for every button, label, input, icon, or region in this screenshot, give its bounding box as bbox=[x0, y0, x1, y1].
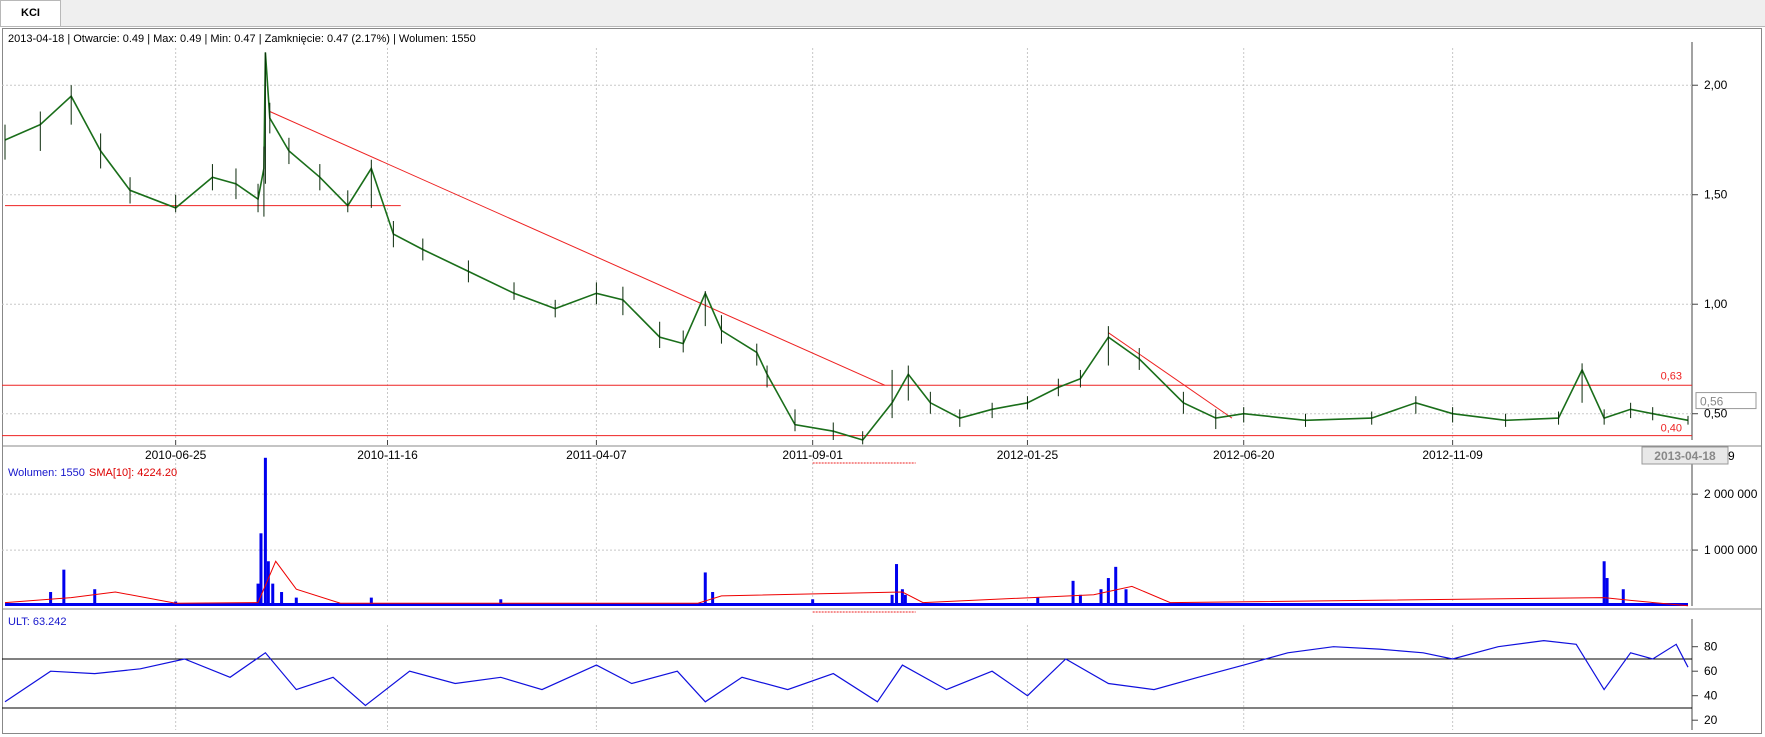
volume-bar bbox=[1071, 580, 1075, 606]
x-tick-label: 2012-01-25 bbox=[997, 448, 1059, 462]
current-value-label: 0,56 bbox=[1700, 395, 1724, 409]
x-tick-label: 2011-04-07 bbox=[566, 448, 627, 462]
tab-bar: KCI bbox=[0, 0, 1765, 27]
volume-bar bbox=[811, 599, 815, 606]
current-value-box bbox=[1695, 392, 1757, 410]
volume-bar bbox=[263, 457, 267, 606]
volume-bar bbox=[1605, 578, 1609, 606]
volume-bar bbox=[93, 589, 97, 606]
chart-frame bbox=[2, 28, 1762, 734]
x-tick-label: 2010-11-16 bbox=[357, 448, 418, 462]
x-current-label-suffix: 9 bbox=[1728, 449, 1735, 463]
volume-bar bbox=[900, 589, 904, 606]
y-tick-label: 1,50 bbox=[1704, 188, 1728, 202]
trend-line bbox=[269, 111, 885, 386]
y-tick-label: 20 bbox=[1704, 713, 1718, 727]
volume-bar bbox=[1099, 589, 1103, 606]
ohlc-info-bar: 2013-04-18 | Otwarcie: 0.49 | Max: 0.49 … bbox=[8, 33, 476, 45]
y-tick-label: 80 bbox=[1704, 640, 1718, 654]
y-tick-label: 2 000 000 bbox=[1704, 487, 1758, 501]
tab-kci[interactable]: KCI bbox=[0, 0, 61, 26]
sma-line bbox=[4, 560, 1689, 607]
volume-bar bbox=[499, 599, 503, 606]
sma-info-label: SMA[10]: 4224.20 bbox=[89, 467, 178, 479]
volume-bar bbox=[62, 569, 66, 606]
volume-info-label: Wolumen: 1550 bbox=[8, 467, 85, 479]
x-tick-label: 2010-06-25 bbox=[145, 448, 207, 462]
price-line bbox=[4, 52, 1689, 441]
y-tick-label: 0,50 bbox=[1704, 407, 1728, 421]
y-tick-label: 2,00 bbox=[1704, 78, 1728, 92]
x-current-label-box bbox=[1641, 446, 1729, 465]
volume-bar bbox=[294, 597, 298, 606]
volume-bar bbox=[259, 533, 263, 606]
x-tick-label: 2012-06-20 bbox=[1213, 448, 1275, 462]
volume-bar bbox=[1602, 561, 1606, 606]
line-label: 0,40 bbox=[1661, 423, 1682, 435]
ult-info-label: ULT: 63.242 bbox=[8, 616, 67, 628]
volume-bar bbox=[1124, 589, 1128, 606]
y-tick-label: 40 bbox=[1704, 689, 1718, 703]
volume-bar bbox=[1036, 597, 1040, 606]
volume-bar bbox=[903, 594, 907, 606]
x-tick-label: 2012-11-09 bbox=[1422, 448, 1483, 462]
volume-bar bbox=[1078, 594, 1082, 606]
volume-bar bbox=[703, 572, 707, 606]
ult-line bbox=[4, 639, 1689, 707]
volume-bar bbox=[895, 564, 899, 606]
volume-bar bbox=[890, 594, 894, 606]
trend-line bbox=[1108, 332, 1233, 419]
x-current-label: 2013-04-18 bbox=[1654, 449, 1716, 463]
y-tick-label: 60 bbox=[1704, 664, 1718, 678]
y-tick-label: 1 000 000 bbox=[1704, 543, 1758, 557]
volume-bar bbox=[266, 561, 270, 606]
volume-bar bbox=[256, 583, 260, 606]
line-label: 0,63 bbox=[1661, 370, 1682, 382]
volume-bar bbox=[271, 583, 275, 606]
volume-bar bbox=[280, 592, 284, 606]
y-tick-label: 1,00 bbox=[1704, 297, 1728, 311]
x-tick-label: 2011-09-01 bbox=[782, 448, 843, 462]
volume-bar bbox=[1621, 589, 1625, 606]
volume-bar bbox=[369, 597, 373, 606]
volume-bar bbox=[1114, 566, 1118, 606]
volume-bar bbox=[174, 601, 178, 606]
volume-baseline bbox=[5, 603, 1688, 606]
